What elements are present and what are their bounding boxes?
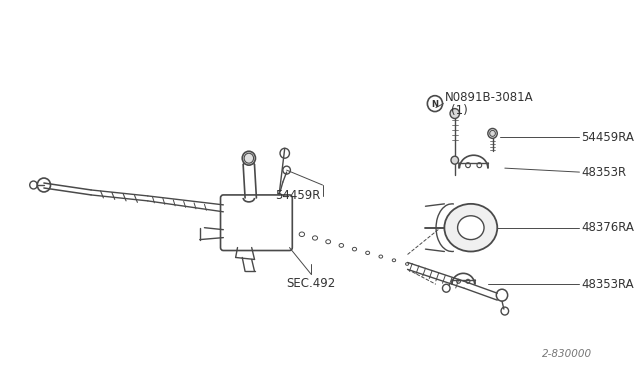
Circle shape xyxy=(243,151,255,165)
Text: N0891B-3081A: N0891B-3081A xyxy=(445,91,534,104)
Text: 48353R: 48353R xyxy=(581,166,627,179)
FancyBboxPatch shape xyxy=(221,195,292,250)
Text: 54459R: 54459R xyxy=(275,189,321,202)
Ellipse shape xyxy=(458,216,484,240)
Text: 48353RA: 48353RA xyxy=(581,278,634,291)
Circle shape xyxy=(450,109,460,119)
Text: 48376RA: 48376RA xyxy=(581,221,634,234)
Text: 54459RA: 54459RA xyxy=(581,131,634,144)
Text: SEC.492: SEC.492 xyxy=(287,277,336,290)
Text: (1): (1) xyxy=(451,104,468,117)
Text: N: N xyxy=(431,100,438,109)
Ellipse shape xyxy=(444,204,497,251)
Circle shape xyxy=(451,156,458,164)
Circle shape xyxy=(488,128,497,138)
Text: 2-830000: 2-830000 xyxy=(541,349,592,359)
